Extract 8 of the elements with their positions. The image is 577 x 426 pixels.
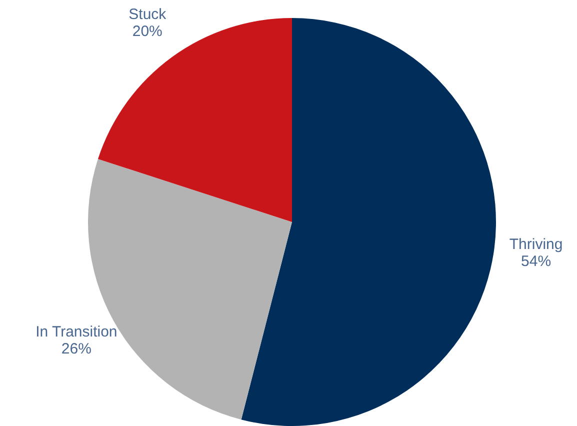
slice-label: In Transition	[36, 324, 118, 341]
data-label: 26%	[61, 340, 92, 358]
data-label: 20%	[132, 22, 162, 40]
slice-label: Stuck	[128, 6, 167, 23]
data-label: 54%	[521, 252, 552, 270]
pie-slice	[241, 18, 496, 426]
slice-label: Thriving	[509, 236, 563, 253]
pie-slice	[98, 18, 292, 222]
